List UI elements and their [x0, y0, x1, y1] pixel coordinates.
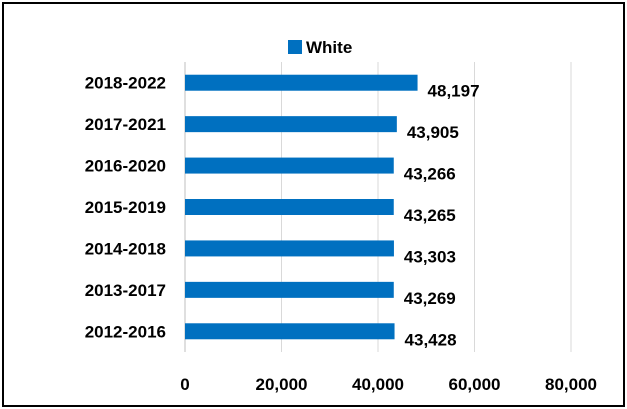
- bar-value-label: 48,197: [428, 82, 480, 101]
- legend-label-white: White: [306, 38, 352, 57]
- bar: [185, 157, 394, 174]
- y-category-label: 2018-2022: [85, 74, 166, 93]
- bar: [185, 240, 394, 257]
- bar-value-label: 43,905: [407, 123, 459, 142]
- y-category-label: 2016-2020: [85, 157, 166, 176]
- legend-swatch-white: [288, 40, 302, 54]
- y-category-label: 2012-2016: [85, 322, 166, 341]
- x-tick-label: 20,000: [256, 375, 308, 394]
- x-tick-label: 80,000: [545, 375, 597, 394]
- bar-value-label: 43,265: [404, 206, 456, 225]
- bar: [185, 74, 418, 91]
- x-tick-label: 40,000: [352, 375, 404, 394]
- y-category-label: 2013-2017: [85, 281, 166, 300]
- bar-value-label: 43,303: [404, 247, 456, 266]
- bar-chart: 0 20,000 40,000 60,000 80,000 2018-2022 48,197…: [85, 38, 597, 394]
- bar: [185, 199, 394, 215]
- legend: White: [288, 38, 352, 57]
- y-category-label: 2015-2019: [85, 198, 166, 217]
- x-tick-label: 0: [180, 375, 189, 394]
- bar-value-label: 43,266: [404, 165, 456, 184]
- x-tick-label: 60,000: [449, 375, 501, 394]
- bar: [185, 281, 394, 298]
- bar-value-label: 43,269: [404, 289, 456, 308]
- bar: [185, 323, 395, 340]
- labels: 0 20,000 40,000 60,000 80,000 2018-2022 48,197…: [85, 74, 597, 394]
- bar-value-label: 43,428: [405, 330, 457, 349]
- bar: [185, 116, 397, 133]
- y-category-label: 2017-2021: [85, 115, 166, 134]
- bars: [185, 74, 418, 340]
- y-category-label: 2014-2018: [85, 239, 166, 258]
